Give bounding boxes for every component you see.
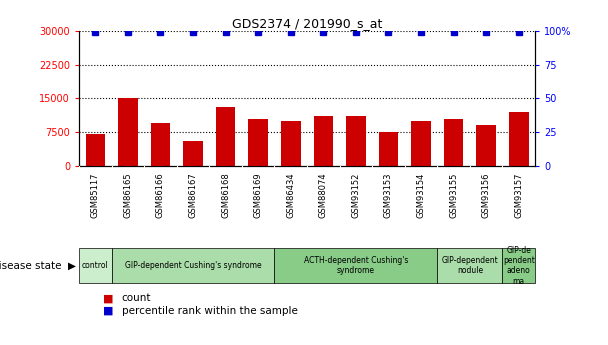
Text: count: count (122, 294, 151, 303)
Bar (502, 248, 535, 283)
Bar (86, 134, 105, 166)
Bar (437, 248, 502, 283)
Text: GSM93153: GSM93153 (384, 172, 393, 218)
Text: GSM93157: GSM93157 (514, 172, 523, 218)
Bar (314, 116, 333, 166)
Text: GSM86168: GSM86168 (221, 172, 230, 218)
Text: GIP-de
pendent
adeno
ma: GIP-de pendent adeno ma (503, 246, 534, 286)
Bar (183, 141, 203, 166)
Text: ACTH-dependent Cushing's
syndrome: ACTH-dependent Cushing's syndrome (304, 256, 408, 275)
Bar (79, 248, 112, 283)
Bar (346, 116, 365, 166)
Text: GSM86166: GSM86166 (156, 172, 165, 218)
Text: percentile rank within the sample: percentile rank within the sample (122, 306, 297, 315)
Bar (477, 125, 496, 166)
Text: ■: ■ (103, 294, 114, 303)
Text: GSM93155: GSM93155 (449, 172, 458, 218)
Text: GSM86169: GSM86169 (254, 172, 263, 218)
Text: GSM93154: GSM93154 (416, 172, 426, 218)
Text: GIP-dependent Cushing's syndrome: GIP-dependent Cushing's syndrome (125, 261, 261, 270)
Text: GSM88074: GSM88074 (319, 172, 328, 218)
Bar (411, 121, 431, 166)
Text: GSM85117: GSM85117 (91, 172, 100, 218)
Text: GSM93156: GSM93156 (482, 172, 491, 218)
Text: GSM86434: GSM86434 (286, 172, 295, 218)
Bar (112, 248, 274, 283)
Bar (274, 248, 437, 283)
Bar (379, 132, 398, 166)
Text: control: control (82, 261, 109, 270)
Text: GSM86167: GSM86167 (188, 172, 198, 218)
Bar (249, 119, 268, 166)
Text: ■: ■ (103, 306, 114, 315)
Title: GDS2374 / 201990_s_at: GDS2374 / 201990_s_at (232, 17, 382, 30)
Bar (444, 119, 463, 166)
Text: disease state  ▶: disease state ▶ (0, 261, 76, 270)
Bar (151, 123, 170, 166)
Text: GSM86165: GSM86165 (123, 172, 133, 218)
Bar (281, 121, 300, 166)
Text: GIP-dependent
nodule: GIP-dependent nodule (441, 256, 499, 275)
Text: GSM93152: GSM93152 (351, 172, 361, 218)
Bar (118, 98, 137, 166)
Bar (509, 112, 528, 166)
Bar (216, 107, 235, 166)
